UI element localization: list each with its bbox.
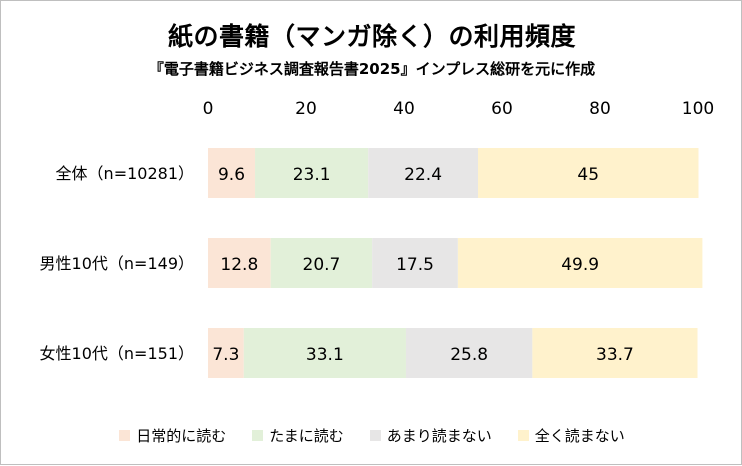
legend-item: あまり読まない bbox=[369, 425, 492, 446]
x-tick-label: 80 bbox=[589, 99, 611, 119]
bar-segment bbox=[208, 238, 271, 288]
legend-swatch bbox=[119, 430, 131, 441]
x-tick-label: 60 bbox=[491, 99, 513, 119]
legend-label: たまに読む bbox=[269, 427, 344, 445]
x-tick-label: 40 bbox=[393, 99, 415, 119]
bar-segment bbox=[270, 238, 373, 288]
data-label: 17.5 bbox=[396, 255, 434, 275]
bar-segment bbox=[368, 148, 478, 198]
data-label: 23.1 bbox=[293, 165, 331, 185]
bar-segment bbox=[208, 328, 244, 378]
bar-segment bbox=[208, 148, 256, 198]
data-label: 25.8 bbox=[450, 345, 488, 365]
legend-swatch bbox=[369, 430, 381, 441]
legend-item: 日常的に読む bbox=[119, 425, 226, 446]
bar-segment bbox=[405, 328, 533, 378]
legend-item: たまに読む bbox=[252, 425, 344, 446]
bar-segment bbox=[243, 328, 406, 378]
data-label: 7.3 bbox=[212, 345, 239, 365]
legend-swatch bbox=[252, 430, 264, 441]
x-tick-label: 20 bbox=[295, 99, 317, 119]
data-label: 49.9 bbox=[561, 255, 599, 275]
data-label: 20.7 bbox=[303, 255, 341, 275]
x-tick-label: 0 bbox=[203, 99, 214, 119]
bar-segment bbox=[532, 328, 698, 378]
chart-subtitle: 『電子書籍ビジネス調査報告書2025』インプレス総研を元に作成 bbox=[148, 60, 596, 78]
chart-title: 紙の書籍（マンガ除く）の利用頻度 bbox=[167, 22, 576, 51]
data-label: 12.8 bbox=[220, 255, 258, 275]
category-label: 女性10代（n=151） bbox=[40, 344, 194, 363]
bar-segment bbox=[457, 238, 703, 288]
data-label: 33.1 bbox=[306, 345, 344, 365]
category-label: 全体（n=10281） bbox=[56, 164, 194, 183]
data-label: 45 bbox=[577, 165, 599, 185]
legend-item: 全く読まない bbox=[517, 425, 625, 446]
bar-segment bbox=[255, 148, 369, 198]
bar-segment bbox=[372, 238, 458, 288]
x-tick-label: 100 bbox=[682, 99, 714, 119]
legend-label: 日常的に読む bbox=[136, 427, 227, 445]
legend-label: 全く読まない bbox=[534, 427, 625, 445]
bar-segment bbox=[477, 148, 699, 198]
chart-legend: 日常的に読む たまに読む あまり読まない 全く読まない bbox=[1, 425, 742, 446]
category-label: 男性10代（n=149） bbox=[40, 254, 194, 273]
legend-swatch bbox=[517, 430, 529, 441]
data-label: 9.6 bbox=[218, 165, 245, 185]
data-label: 22.4 bbox=[404, 165, 442, 185]
data-label: 33.7 bbox=[596, 345, 634, 365]
legend-label: あまり読まない bbox=[386, 427, 492, 445]
